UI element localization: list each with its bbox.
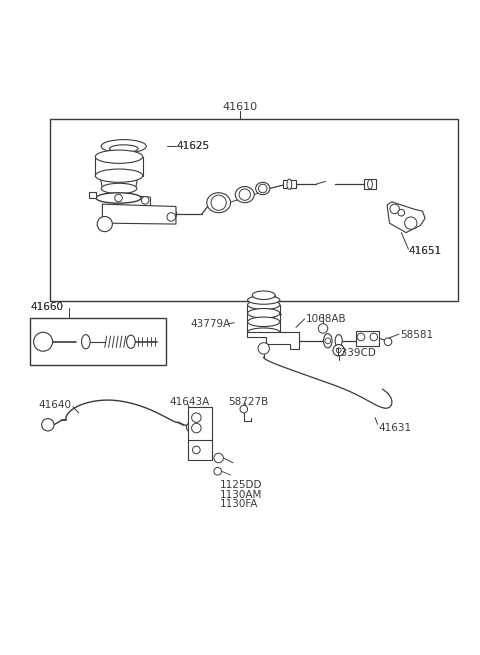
Ellipse shape [287,179,292,189]
Circle shape [259,184,267,193]
Bar [364,179,376,189]
Circle shape [336,348,341,352]
Ellipse shape [82,335,90,349]
Circle shape [398,210,405,216]
Ellipse shape [235,187,254,202]
Ellipse shape [101,140,146,153]
Text: 58581: 58581 [400,330,433,340]
Circle shape [384,338,392,346]
Ellipse shape [248,309,280,318]
Circle shape [240,405,248,413]
Text: 41643A: 41643A [170,398,210,407]
Circle shape [390,204,399,214]
Bar [188,407,213,441]
Circle shape [333,345,344,356]
Circle shape [167,213,176,221]
Text: 41660: 41660 [30,302,63,312]
Text: 41640: 41640 [39,400,72,410]
Circle shape [258,343,269,354]
Bar [89,193,96,198]
Circle shape [192,413,201,422]
Ellipse shape [96,169,143,182]
Text: 41651: 41651 [408,246,442,255]
Ellipse shape [256,182,270,195]
Circle shape [214,453,223,462]
Circle shape [115,194,122,202]
Text: 1339CD: 1339CD [335,348,377,358]
Circle shape [97,217,112,232]
Ellipse shape [248,317,280,327]
Ellipse shape [368,179,372,189]
Circle shape [34,332,53,351]
Circle shape [405,217,417,229]
Ellipse shape [109,145,138,153]
Text: 1068AB: 1068AB [305,314,346,324]
Circle shape [42,419,54,431]
Circle shape [370,333,378,341]
Ellipse shape [101,183,137,194]
Text: 43779A: 43779A [190,319,230,329]
Polygon shape [387,202,425,233]
Text: 41625: 41625 [177,141,210,151]
Text: 41631: 41631 [379,423,412,433]
Circle shape [141,196,149,204]
Text: 41610: 41610 [222,102,258,112]
Bar [356,331,379,346]
Ellipse shape [248,300,280,309]
Ellipse shape [252,291,275,299]
Text: 1125DD: 1125DD [220,480,263,490]
Text: 1130AM: 1130AM [220,489,263,500]
Bar [30,318,166,365]
Text: 41651: 41651 [408,246,442,255]
Text: 41660: 41660 [30,302,63,312]
Ellipse shape [127,335,135,348]
Ellipse shape [96,150,143,163]
Bar [188,440,213,460]
Circle shape [318,324,328,333]
Polygon shape [247,332,300,349]
Circle shape [239,189,251,200]
Text: 58727B: 58727B [228,397,268,407]
Text: 1130FA: 1130FA [220,499,258,509]
Circle shape [211,195,226,210]
Polygon shape [102,204,176,224]
Ellipse shape [248,295,280,305]
Circle shape [186,422,196,432]
Ellipse shape [335,335,342,347]
Circle shape [214,468,221,475]
Circle shape [192,423,201,433]
Ellipse shape [96,193,141,203]
Circle shape [192,446,200,454]
Circle shape [325,338,331,344]
Ellipse shape [324,333,332,348]
Ellipse shape [248,328,280,337]
Ellipse shape [207,193,230,213]
Text: 41625: 41625 [177,141,210,151]
Bar [283,180,296,189]
Circle shape [357,333,365,341]
Bar [50,119,458,301]
